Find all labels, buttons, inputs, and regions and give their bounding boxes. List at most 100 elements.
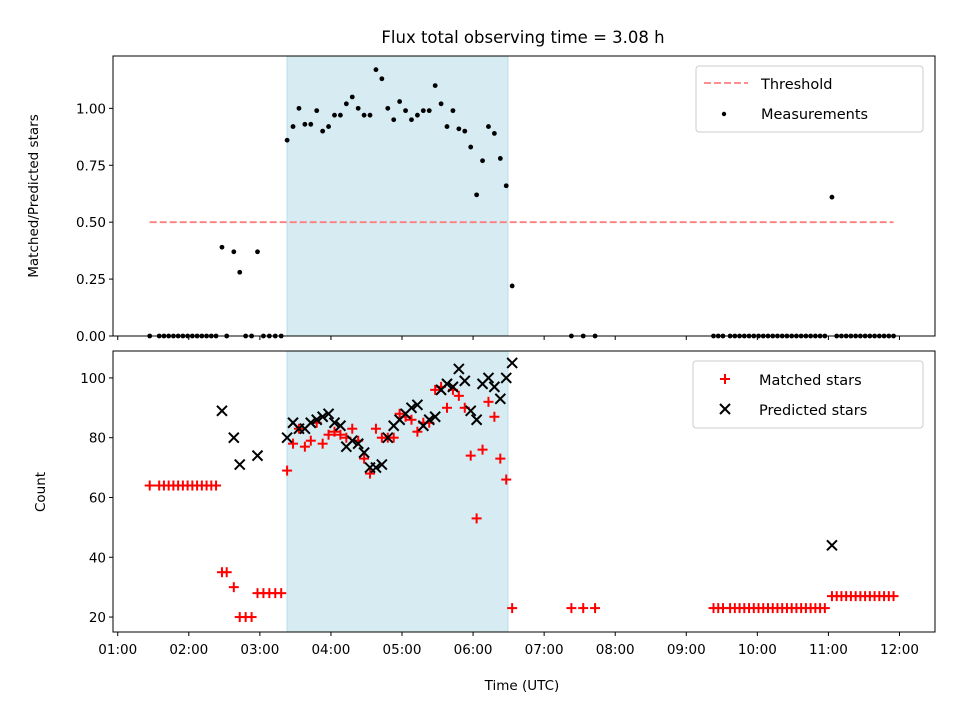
predicted-star-marker (370, 461, 382, 474)
predicted-star-marker (423, 414, 435, 426)
matched-star-marker (471, 513, 482, 524)
predicted-star-marker (382, 431, 394, 444)
matched-star-marker (276, 588, 287, 599)
measurement-point (237, 269, 243, 275)
predicted-star-marker (826, 539, 838, 552)
y-tick-label: 0.00 (76, 329, 106, 345)
measurement-point (509, 283, 515, 289)
x-axis-label: Time (UTC) (484, 678, 560, 694)
matched-star-marker (359, 453, 370, 464)
measurement-point (462, 128, 468, 134)
ratio-observing-window (286, 55, 509, 337)
legend-measurements-swatch (721, 111, 727, 117)
measurement-point (415, 112, 420, 118)
y-tick-label: 60 (89, 490, 106, 506)
predicted-star-marker (358, 446, 370, 459)
measurement-point (361, 112, 367, 118)
predicted-star-marker (464, 405, 477, 417)
measurement-point (290, 124, 296, 129)
predicted-star-marker (346, 434, 358, 447)
matched-star-marker (282, 465, 293, 476)
matched-star-marker (412, 426, 423, 437)
matched-star-marker (507, 603, 518, 614)
matched-star-marker (365, 468, 376, 479)
measurement-point (231, 249, 237, 255)
predicted-star-marker (216, 405, 228, 417)
measurement-point (302, 121, 308, 127)
y-tick-label: 0.75 (76, 158, 106, 174)
measurement-point (296, 105, 302, 111)
measurement-point (397, 99, 403, 104)
predicted-star-marker (281, 431, 293, 444)
predicted-star-marker (352, 437, 364, 450)
matched-star-marker (335, 429, 346, 440)
measurement-point (829, 194, 835, 200)
count-y-axis-label: Count (33, 472, 49, 512)
matched-star-marker (477, 444, 488, 455)
count-legend: Matched stars Predicted stars (692, 360, 924, 429)
measurement-point (343, 101, 349, 107)
measurement-point (491, 130, 497, 136)
y-tick-label: 1.00 (76, 101, 106, 117)
predicted-star-marker (441, 378, 453, 390)
matched-star-marker (317, 438, 328, 449)
measurement-point (420, 108, 426, 114)
predicted-star-marker (316, 411, 329, 423)
predicted-star-marker (453, 363, 465, 375)
measurement-point (444, 124, 450, 129)
predicted-star-marker (405, 402, 418, 414)
legend-matched-label: Matched stars (759, 373, 862, 389)
x-tick-label: 10:00 (738, 642, 777, 658)
y-tick-label: 80 (89, 431, 106, 447)
matched-star-marker (394, 408, 405, 419)
measurement-point (480, 158, 485, 164)
predicted-star-marker (234, 458, 246, 471)
predicted-star-marker (376, 458, 388, 471)
predicted-star-marker (322, 408, 335, 420)
matched-star-marker (288, 438, 299, 449)
matched-star-marker (370, 423, 381, 434)
measurement-point (432, 83, 438, 88)
ratio-y-ticks: 0.00 0.25 0.50 0.75 1.00 (76, 101, 113, 345)
y-tick-label: 100 (80, 371, 106, 387)
predicted-star-marker (482, 372, 495, 384)
matched-star-marker (501, 474, 512, 485)
matched-star-marker (406, 414, 417, 425)
x-tick-label: 11:00 (809, 642, 848, 658)
measurement-point (349, 94, 355, 100)
matched-star-marker (144, 480, 155, 491)
predicted-star-marker (488, 381, 501, 393)
predicted-star-marker (411, 399, 424, 411)
matched-star-marker (228, 582, 239, 593)
measurement-point (326, 124, 331, 129)
x-tick-label: 12:00 (880, 642, 919, 658)
matched-star-marker (246, 612, 257, 623)
measurement-point (355, 105, 361, 111)
predicted-star-marker (470, 414, 483, 426)
ratio-axes-frame (112, 55, 936, 337)
x-tick-label: 08:00 (596, 642, 635, 658)
measurement-point (438, 101, 444, 107)
predicted-star-marker (429, 411, 441, 423)
measurement-point (450, 108, 456, 114)
matched-star-marker (430, 384, 441, 395)
matched-star-markers (144, 381, 899, 623)
measurement-point (474, 192, 480, 198)
predicted-star-marker (251, 449, 264, 462)
measurement-point (373, 67, 379, 73)
measurement-point (503, 183, 509, 189)
count-panel: 20 40 60 80 100 01:00 02:00 03:00 04:00 05:00 06:… (33, 350, 936, 694)
y-tick-label: 20 (89, 610, 106, 626)
y-tick-label: 0.25 (76, 272, 106, 288)
measurement-point (497, 156, 503, 161)
matched-star-marker (442, 402, 453, 413)
predicted-star-marker (311, 414, 323, 426)
matched-star-marker (329, 426, 340, 437)
x-tick-label: 05:00 (383, 642, 422, 658)
x-tick-label: 09:00 (667, 642, 706, 658)
measurement-point (332, 112, 337, 118)
predicted-star-marker (459, 375, 471, 387)
measurement-point (284, 137, 290, 143)
measurement-point (456, 126, 462, 132)
measurement-point (255, 249, 260, 255)
